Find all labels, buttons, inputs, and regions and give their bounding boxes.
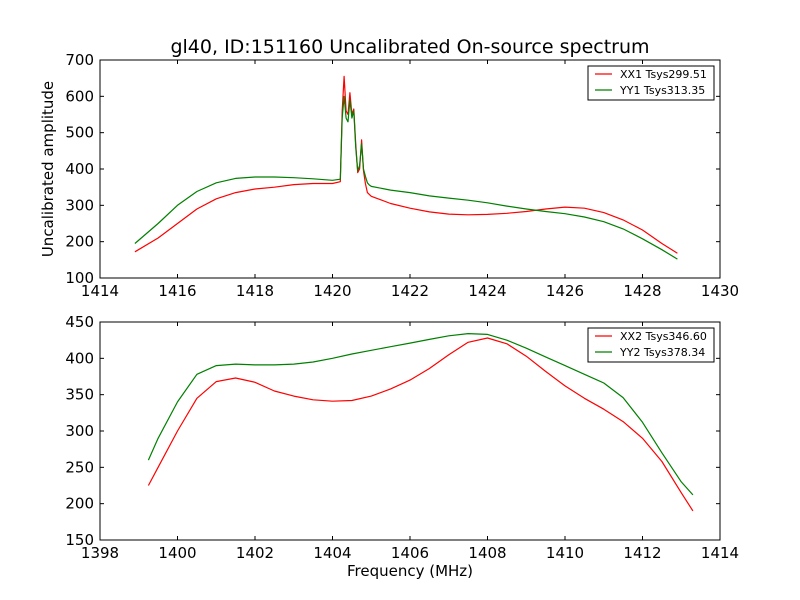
legend-entry-xx2: XX2 Tsys346.60	[620, 330, 707, 343]
bottom-y-tick-label: 300	[65, 422, 94, 440]
bottom-y-tick-label: 150	[65, 531, 94, 549]
bottom-x-tick-label: 1404	[313, 544, 351, 562]
top-y-tick-label: 600	[65, 87, 94, 105]
top-x-tick-label: 1422	[391, 282, 429, 300]
bottom-series	[147, 333, 694, 512]
top-x-tick-label: 1414	[81, 282, 119, 300]
top-x-tick-label: 1416	[158, 282, 196, 300]
bottom-x-tick-label: 1408	[468, 544, 506, 562]
bottom-series-line-xx	[147, 337, 694, 512]
bottom-y-tick-label: 350	[65, 386, 94, 404]
top-x-tick-label: 1420	[313, 282, 351, 300]
top-y-tick-label: 400	[65, 160, 94, 178]
bottom-x-tick-label: 1402	[236, 544, 274, 562]
top-x-tick-label: 1418	[236, 282, 274, 300]
top-x-ticks: 1414 1416 1418 1420 1422 1424 1426 1428 1430	[81, 60, 739, 300]
chart-title: gl40, ID:151160 Uncalibrated On-source s…	[170, 36, 649, 58]
bottom-x-ticks: 1398 1400 1402 1404 1406 1408 1410 1412 1414	[81, 322, 739, 562]
bottom-y-tick-label: 200	[65, 495, 94, 513]
bottom-x-tick-label: 1398	[81, 544, 119, 562]
top-x-tick-label: 1430	[701, 282, 739, 300]
legend-entry-yy1: YY1 Tsys313.35	[619, 84, 705, 97]
bottom-legend: XX2 Tsys346.60 YY2 Tsys378.34	[587, 327, 715, 363]
top-y-tick-label: 300	[65, 196, 94, 214]
top-legend-box	[587, 65, 715, 101]
x-axis-label: Frequency (MHz)	[347, 562, 473, 580]
bottom-y-tick-label: 450	[65, 313, 94, 331]
bottom-series-line-yy	[147, 333, 694, 496]
top-x-tick-label: 1428	[623, 282, 661, 300]
bottom-y-tick-label: 250	[65, 458, 94, 476]
top-legend: XX1 Tsys299.51 YY1 Tsys313.35	[587, 65, 715, 101]
bottom-legend-box	[587, 327, 715, 363]
top-y-tick-label: 700	[65, 51, 94, 69]
y-axis-label: Uncalibrated amplitude	[39, 81, 57, 257]
bottom-chart: Frequency (MHz) 1398 1400 1402 1404 1406 1408…	[65, 313, 739, 580]
bottom-x-tick-label: 1410	[546, 544, 584, 562]
legend-entry-yy2: YY2 Tsys378.34	[619, 346, 705, 359]
bottom-x-tick-label: 1406	[391, 544, 429, 562]
top-y-tick-label: 100	[65, 269, 94, 287]
top-chart: gl40, ID:151160 Uncalibrated On-source s…	[39, 36, 739, 300]
top-x-tick-label: 1424	[468, 282, 506, 300]
top-x-tick-label: 1426	[546, 282, 584, 300]
bottom-y-ticks: 150 200 250 300 350 400 450	[65, 313, 720, 549]
legend-entry-xx1: XX1 Tsys299.51	[620, 68, 707, 81]
top-y-tick-label: 500	[65, 124, 94, 142]
bottom-x-tick-label: 1412	[623, 544, 661, 562]
top-y-tick-label: 200	[65, 233, 94, 251]
top-y-ticks: 100 200 300 400 500 600 700	[65, 51, 720, 287]
top-series	[134, 75, 678, 260]
top-series-line-yy	[134, 95, 678, 260]
bottom-x-tick-label: 1414	[701, 544, 739, 562]
bottom-x-tick-label: 1400	[158, 544, 196, 562]
bottom-y-tick-label: 400	[65, 349, 94, 367]
